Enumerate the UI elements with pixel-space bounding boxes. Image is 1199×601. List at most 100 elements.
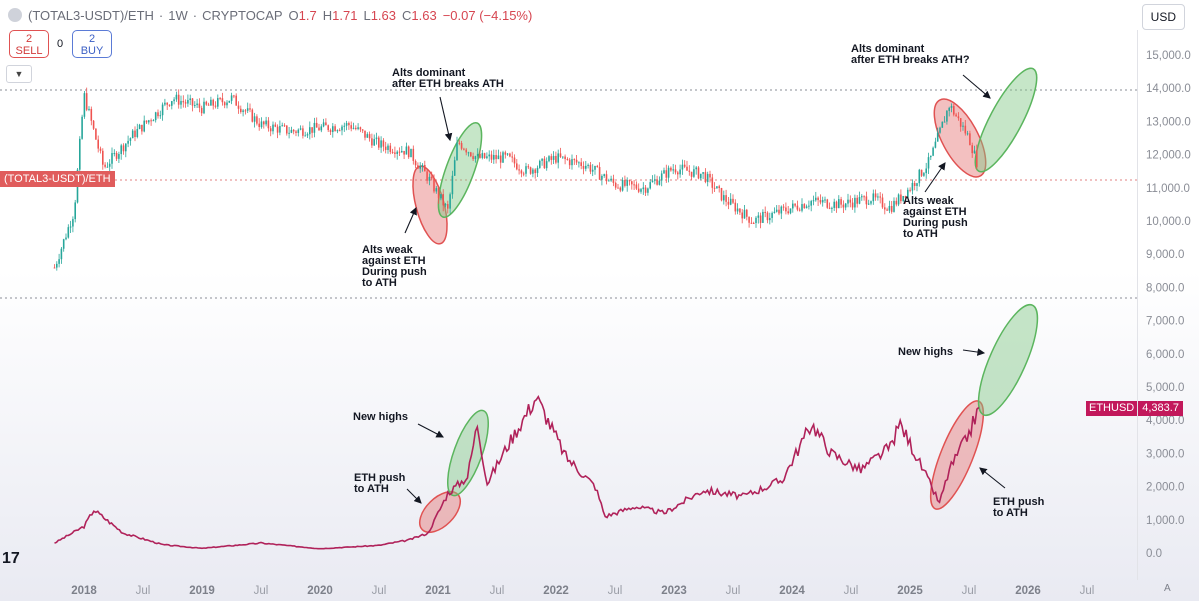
candle-body [493,154,495,160]
candle-series [53,87,978,271]
candle-body [444,204,447,206]
candle-body [72,219,74,227]
candle-body [226,102,228,106]
y-tick-label: 11,000.0 [1146,183,1190,195]
candle-body [513,157,516,164]
candle-body [398,151,401,153]
candle-body [260,121,263,128]
candle-body [529,167,532,174]
annotation-alts-dominant: Alts dominant after ETH breaks ATH [392,67,504,90]
candle-body [380,140,382,148]
candle-body [428,176,431,181]
candle-body [320,126,323,131]
candle-body [536,167,539,174]
candle-body [267,120,270,129]
collapse-button[interactable]: ▼ [6,65,32,83]
candle-body [88,108,90,110]
green-zone-ellipse [977,303,1039,417]
candle-body [674,169,677,173]
candle-body [97,139,99,149]
candle-body [196,103,198,106]
candle-body [909,189,911,191]
candle-body [729,198,732,205]
candle-body [240,108,242,113]
candle-body [345,123,348,126]
arrow-to-zone [979,467,1006,489]
symbol-name[interactable]: (TOTAL3-USDT)/ETH [28,7,154,23]
candle-body [389,145,392,152]
candle-body [621,179,624,191]
cryptocap-logo-icon [8,8,22,22]
candle-body [812,200,815,202]
candle-body [527,166,530,168]
spread-value: 0 [57,38,64,50]
candle-body [258,123,260,128]
candle-body [518,169,520,171]
interval-label[interactable]: 1W [168,7,188,23]
candle-body [164,102,166,105]
y-tick-label: 15,000.0 [1146,50,1191,62]
candle-body [916,183,918,186]
candle-body [184,102,187,104]
candle-body [633,184,635,186]
candle-body [228,100,231,103]
candle-body [111,153,113,164]
candle-body [854,197,856,208]
candle-body [79,138,81,170]
candle-body [564,156,566,160]
y-tick-label: 7,000.0 [1146,316,1184,328]
candle-body [143,120,145,132]
candle-body [771,212,773,218]
candle-body [341,126,343,131]
candle-body [552,155,555,160]
candle-body [127,140,129,144]
tradingview-logo-icon[interactable]: 17 [2,550,20,567]
candle-body [934,141,937,148]
candle-body [506,153,509,155]
x-tick-label: 2020 [307,585,333,597]
candle-body [598,167,601,180]
candle-body [483,153,486,159]
candle-body [371,138,373,146]
candle-body [739,208,741,213]
candle-body [601,175,603,180]
sell-button[interactable]: 2 SELL [9,30,49,58]
candle-body [488,154,490,157]
candle-body [573,159,576,161]
candle-body [407,146,410,158]
candle-body [148,120,150,123]
candle-body [69,226,72,228]
close-value: 1.63 [411,7,437,23]
candle-body [635,184,638,189]
candle-body [702,172,704,174]
low-value: 1.63 [370,7,396,23]
candle-body [895,200,898,205]
candle-body [706,173,709,183]
candle-body [545,161,548,169]
auto-scale-button[interactable]: A [1164,583,1171,594]
candle-body [451,175,454,195]
buy-button[interactable]: 2 BUY [72,30,112,58]
candle-body [723,195,725,201]
candle-body [762,211,764,223]
candle-body [548,156,550,162]
candle-body [290,129,293,133]
candle-body [946,110,948,122]
x-tick-label: Jul [136,585,151,597]
candle-body [568,159,571,166]
candle-body [861,196,863,198]
candle-body [166,102,168,105]
price-axis: 15,000.0 14,000.0 13,000.0 12,000.0 11,000.0… [1146,50,1191,560]
currency-selector[interactable]: USD [1141,4,1185,30]
candle-body [474,156,477,160]
candle-body [136,128,139,137]
candle-body [647,188,649,193]
candle-body [658,180,661,185]
y-tick-label: 13,000.0 [1146,116,1191,128]
candle-body [794,203,796,206]
candle-body [118,154,120,159]
candle-body [419,166,421,169]
candle-body [867,203,870,205]
candle-body [322,122,325,127]
